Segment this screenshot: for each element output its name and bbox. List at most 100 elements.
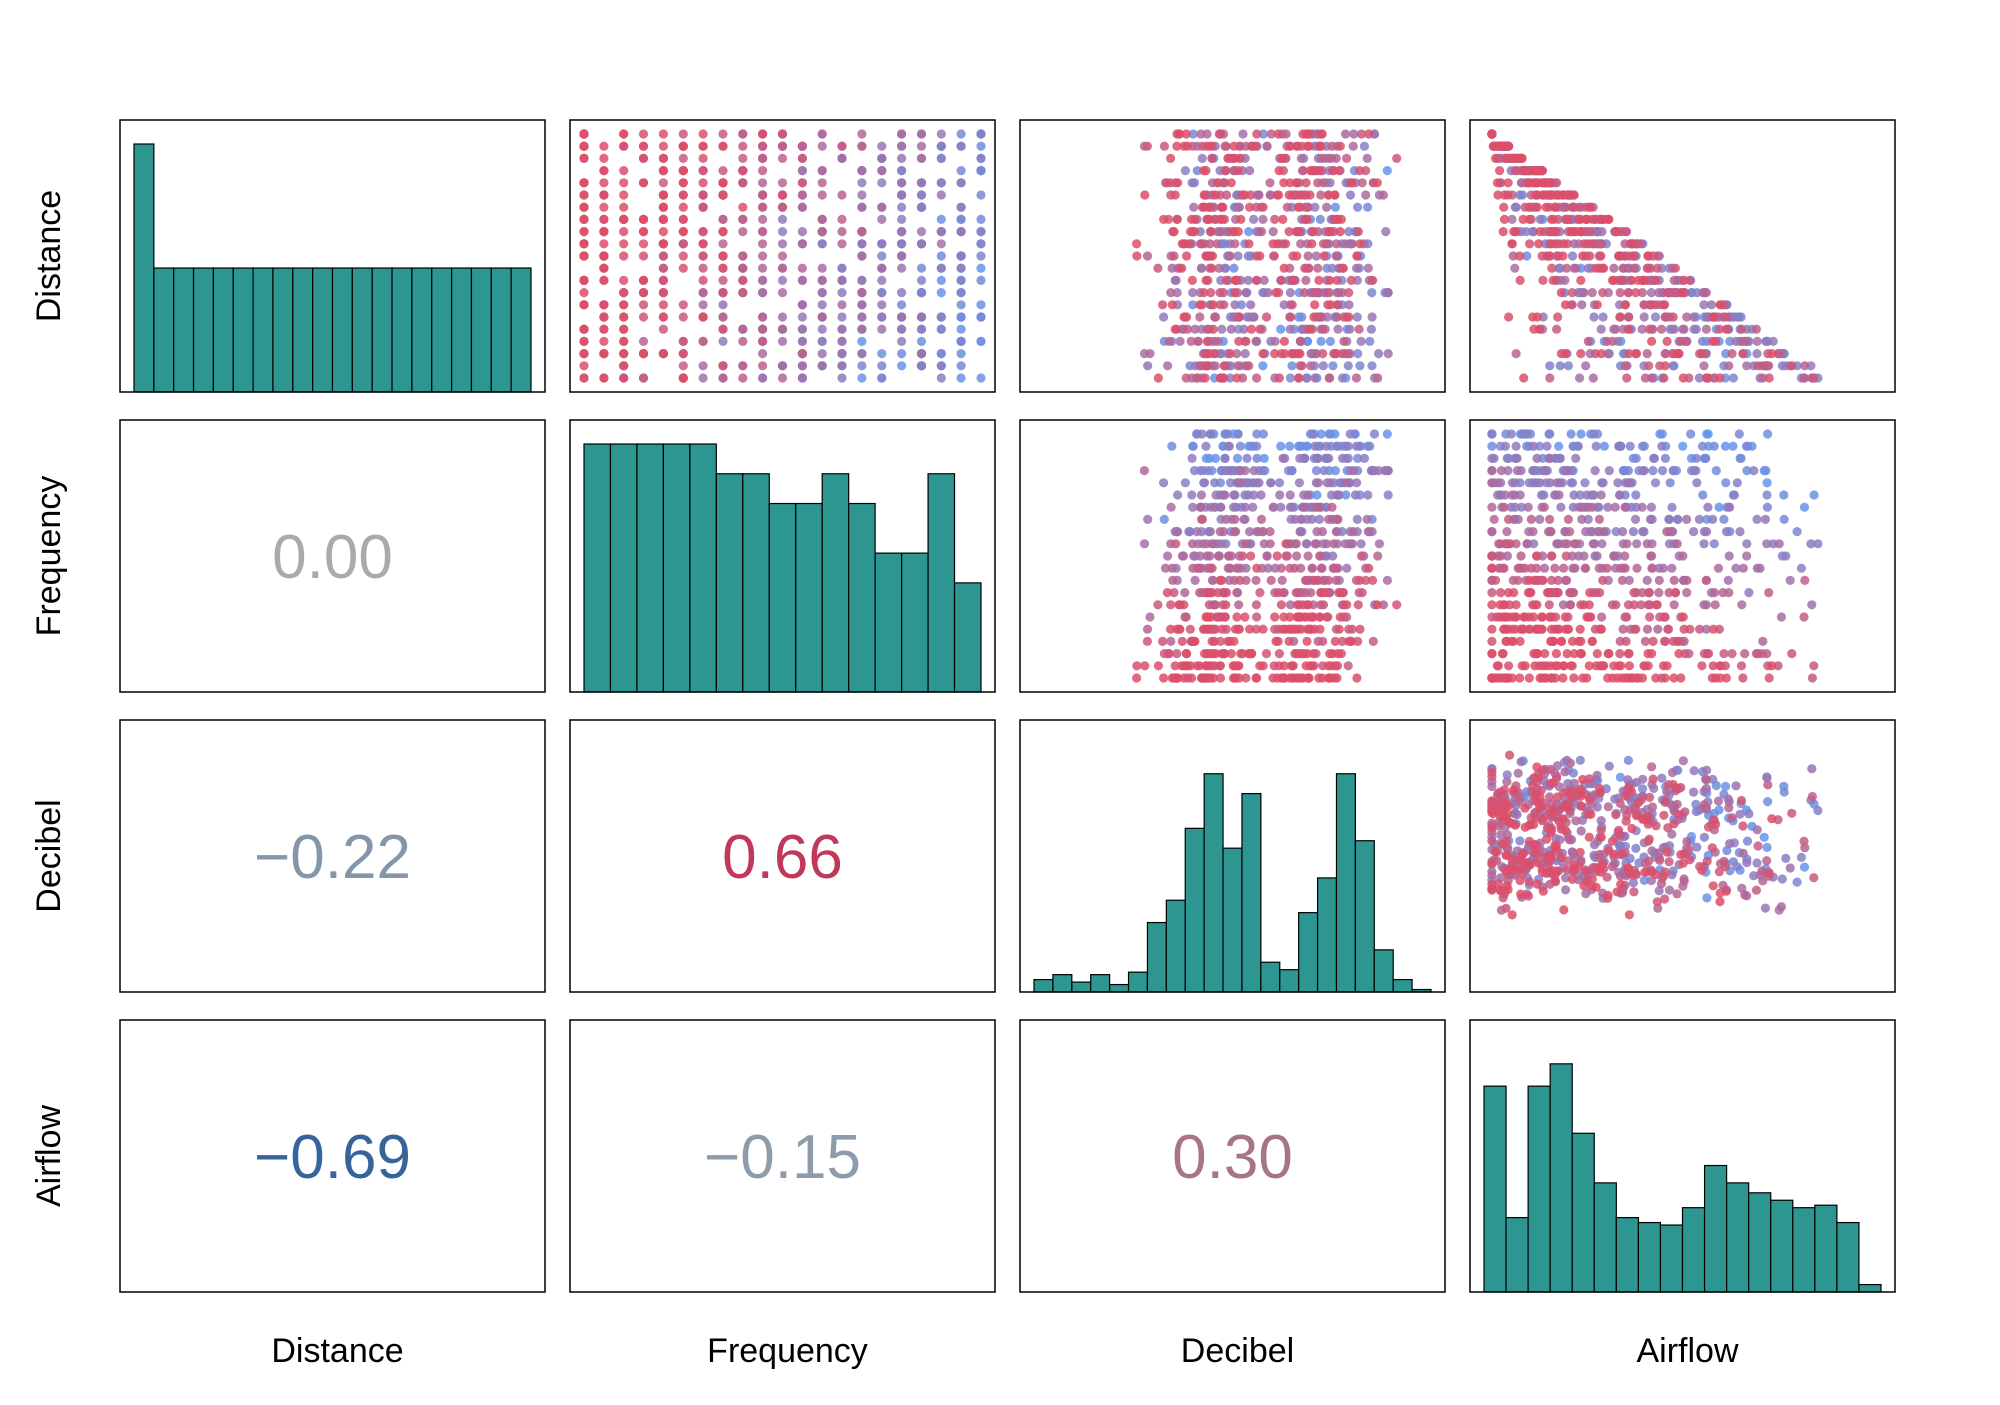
scatter-point: [1649, 453, 1659, 463]
scatter-point: [1515, 190, 1525, 200]
scatter-point: [1609, 551, 1619, 561]
scatter-point: [916, 202, 927, 212]
scatter-point: [1645, 792, 1655, 803]
scatter-point: [1132, 673, 1142, 683]
scatter-point: [1591, 882, 1601, 892]
scatter-point: [1658, 563, 1668, 573]
scatter-point: [1279, 336, 1289, 346]
scatter-point: [758, 275, 768, 285]
scatter-point: [619, 300, 629, 310]
scatter-point: [1654, 288, 1664, 298]
scatter-point: [1339, 336, 1349, 346]
scatter-point: [1752, 336, 1762, 346]
scatter-point: [1276, 275, 1286, 285]
scatter-point: [1305, 612, 1315, 622]
scatter-point: [619, 129, 629, 139]
scatter-point: [1528, 441, 1539, 451]
scatter-point: [1495, 539, 1506, 549]
scatter-point: [1535, 514, 1545, 525]
scatter-point: [1184, 527, 1194, 537]
panel-airflow-decibel: 0.30: [1172, 1123, 1293, 1192]
scatter-point: [1579, 600, 1589, 610]
scatter-point: [1531, 166, 1541, 176]
scatter-point: [1215, 661, 1225, 671]
scatter-point: [897, 349, 907, 359]
scatter-point: [1318, 324, 1328, 334]
scatter-point: [1708, 881, 1718, 891]
scatter-point: [718, 166, 728, 176]
scatter-point: [1166, 502, 1176, 512]
scatter-point: [1274, 661, 1284, 671]
scatter-point: [1153, 661, 1163, 671]
scatter-point: [797, 373, 808, 383]
scatter-point: [916, 141, 927, 151]
scatter-point: [1532, 879, 1542, 889]
scatter-point: [1274, 373, 1284, 383]
scatter-point: [1562, 214, 1572, 224]
scatter-point: [1331, 575, 1341, 586]
scatter-point: [1353, 202, 1363, 212]
scatter-point: [1259, 453, 1269, 463]
scatter-point: [1609, 275, 1619, 285]
scatter-point: [1189, 551, 1199, 561]
scatter-point: [1303, 490, 1313, 500]
scatter-point: [1725, 502, 1735, 512]
scatter-point: [1236, 214, 1246, 224]
hist-bar-decibel-7: [1165, 899, 1186, 993]
scatter-point: [1201, 166, 1211, 176]
scatter-point: [1217, 575, 1227, 586]
scatter-point: [1719, 514, 1729, 525]
scatter-point: [1326, 661, 1336, 671]
scatter-point: [1715, 661, 1725, 671]
scatter-point: [1316, 563, 1326, 573]
scatter-point: [837, 312, 847, 322]
scatter-point: [1534, 803, 1545, 813]
scatter-point: [1623, 863, 1633, 873]
scatter-point: [837, 324, 847, 334]
scatter-point: [1622, 539, 1632, 549]
scatter-point: [619, 251, 629, 261]
scatter-point: [1678, 756, 1688, 766]
scatter-point: [1230, 673, 1240, 683]
scatter-point: [1504, 312, 1514, 322]
scatter-point: [1340, 478, 1351, 488]
scatter-point: [1215, 288, 1225, 298]
scatter-point: [1197, 300, 1207, 310]
scatter-point: [758, 288, 768, 298]
scatter-point: [1179, 239, 1189, 249]
scatter-point: [1520, 803, 1530, 813]
scatter-point: [1270, 624, 1280, 634]
scatter-point: [1576, 227, 1586, 237]
scatter-point: [1487, 885, 1497, 895]
scatter-point: [1537, 178, 1547, 188]
scatter-point: [1544, 453, 1554, 463]
scatter-point: [1284, 636, 1294, 647]
scatter-point: [1660, 673, 1670, 683]
scatter-point: [1355, 239, 1365, 249]
scatter-point: [758, 129, 768, 139]
scatter-point: [1550, 840, 1560, 851]
scatter-point: [1167, 673, 1177, 683]
scatter-point: [579, 373, 589, 383]
scatter-point: [1520, 166, 1530, 176]
scatter-point: [1368, 636, 1378, 647]
hist-bar-decibel-10: [1222, 847, 1243, 993]
scatter-point: [738, 166, 748, 176]
scatter-point: [1618, 527, 1628, 537]
scatter-point: [1620, 502, 1630, 512]
correlation-airflow-distance: −0.69: [254, 1123, 411, 1192]
scatter-point: [1163, 649, 1173, 659]
scatter-point: [1732, 478, 1742, 488]
scatter-point: [1806, 539, 1816, 549]
scatter-point: [916, 178, 927, 188]
correlation-frequency-distance: 0.00: [272, 523, 393, 592]
scatter-point: [777, 324, 788, 334]
scatter-point: [956, 288, 966, 298]
scatter-point: [1715, 300, 1725, 310]
scatter-point: [1563, 514, 1573, 525]
scatter-point: [1721, 324, 1731, 334]
scatter-point: [1569, 778, 1579, 788]
scatter-point: [797, 141, 808, 151]
hist-bar-frequency-10: [848, 502, 876, 693]
scatter-point: [916, 129, 927, 139]
